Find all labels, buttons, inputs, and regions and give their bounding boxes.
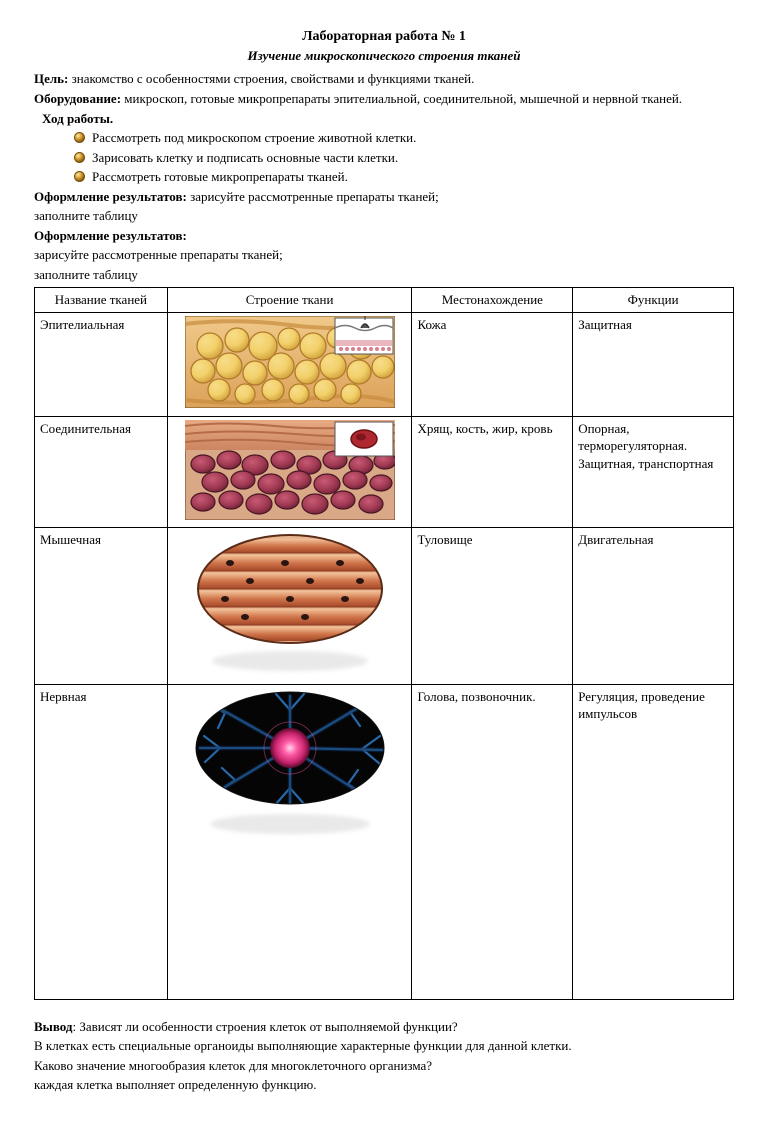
table-row: Соединительная [35,416,734,528]
tissue-image-cell [167,313,412,417]
tissue-image-cell [167,528,412,685]
tissue-location: Туловище [412,528,573,685]
conclusion-line-3: Каково значение многообразия клеток для … [34,1057,734,1075]
results-line-2: заполните таблицу [34,207,734,225]
list-item: Зарисовать клетку и подписать основные ч… [74,149,734,167]
goal-line: Цель: знакомство с особенностями строени… [34,70,734,88]
tissue-name: Соединительная [35,416,168,528]
tissue-image-cell [167,684,412,999]
steps-label: Ход работы. [42,111,113,126]
conclusion-block: Вывод: Зависят ли особенности строения к… [34,1018,734,1094]
conclusion-label: Вывод [34,1019,72,1034]
doc-title: Лабораторная работа № 1 [34,28,734,47]
tissue-function: Защитная [573,313,734,417]
steps-header: Ход работы. [42,110,734,128]
goal-label: Цель: [34,71,68,86]
nerve-figure [190,688,390,838]
col-header: Название тканей [35,288,168,313]
muscle-figure [190,531,390,676]
tissue-location: Голова, позвоночник. [412,684,573,999]
table-row: Мышечная [35,528,734,685]
results-text: зарисуйте рассмотренные препараты тканей… [187,189,439,204]
col-header: Строение ткани [167,288,412,313]
results-line-3: зарисуйте рассмотренные препараты тканей… [34,246,734,264]
doc-subtitle: Изучение микроскопического строения ткан… [34,47,734,65]
tissue-function: Регуляция, проведение импульсов [573,684,734,999]
tissue-name: Эпителиальная [35,313,168,417]
equipment-label: Оборудование: [34,91,121,106]
conclusion-line-1: Вывод: Зависят ли особенности строения к… [34,1018,734,1036]
goal-text: знакомство с особенностями строения, сво… [68,71,474,86]
conclusion-q: : Зависят ли особенности строения клеток… [72,1019,457,1034]
results-line-1: Оформление результатов: зарисуйте рассмо… [34,188,734,206]
equipment-text: микроскоп, готовые микропрепараты эпител… [121,91,682,106]
tissue-name: Нервная [35,684,168,999]
tissue-location: Хрящ, кость, жир, кровь [412,416,573,528]
table-row: Нервная [35,684,734,999]
tissue-name: Мышечная [35,528,168,685]
tissue-location: Кожа [412,313,573,417]
tissue-function: Двигательная [573,528,734,685]
results-label-2: Оформление результатов: [34,227,734,245]
col-header: Функции [573,288,734,313]
list-item: Рассмотреть под микроскопом строение жив… [74,129,734,147]
tissue-table: Название тканей Строение ткани Местонахо… [34,287,734,999]
results-label: Оформление результатов: [34,189,187,204]
results-line-4: заполните таблицу [34,266,734,284]
table-header-row: Название тканей Строение ткани Местонахо… [35,288,734,313]
list-item: Рассмотреть готовые микропрепараты ткане… [74,168,734,186]
col-header: Местонахождение [412,288,573,313]
table-row: Эпителиальная [35,313,734,417]
tissue-image-cell [167,416,412,528]
steps-list: Рассмотреть под микроскопом строение жив… [74,129,734,186]
tissue-function: Опорная, терморегуляторная. Защитная, тр… [573,416,734,528]
connective-figure [185,420,395,520]
epithelial-figure [185,316,395,408]
conclusion-line-4: каждая клетка выполняет определенную фун… [34,1076,734,1094]
conclusion-line-2: В клетках есть специальные органоиды вып… [34,1037,734,1055]
equipment-line: Оборудование: микроскоп, готовые микропр… [34,90,734,108]
